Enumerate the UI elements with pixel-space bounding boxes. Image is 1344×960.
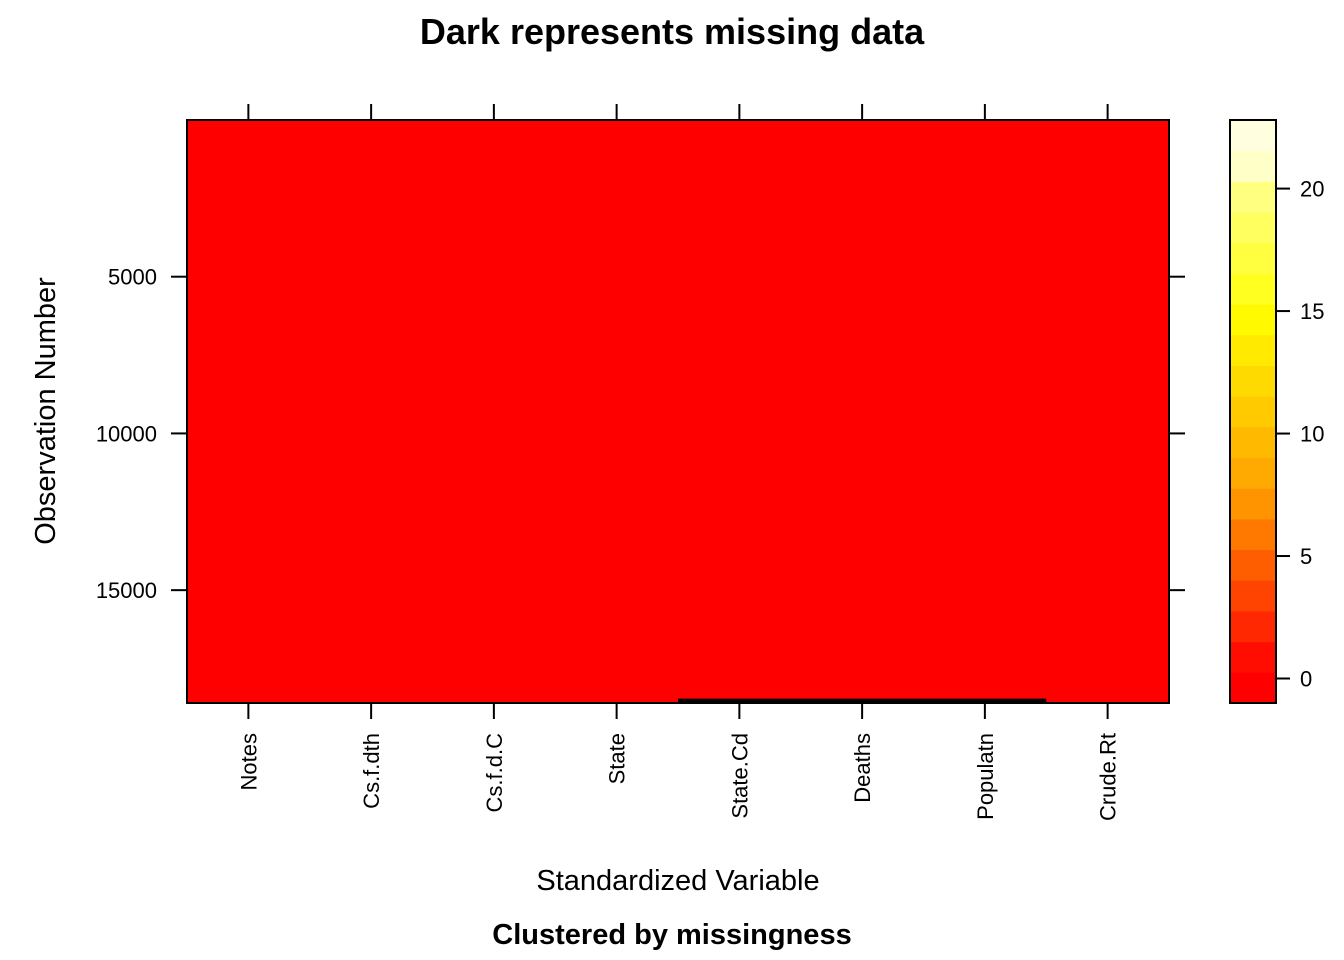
heatmap-column-populatn	[923, 120, 1047, 703]
colorbar-segment	[1230, 396, 1276, 428]
colorbar: 0 5 10 15 20	[1229, 119, 1324, 704]
colorbar-frame	[1229, 119, 1277, 704]
y-tick-label: 15000	[96, 578, 157, 603]
colorbar-segment	[1230, 120, 1276, 152]
colorbar-segment	[1230, 610, 1276, 643]
x-tick-label: Crude.Rt	[1096, 733, 1121, 821]
x-axis-label: Standardized Variable	[536, 865, 819, 897]
colorbar-segment	[1230, 518, 1276, 551]
x-tick-label: Cs.f.d.C	[482, 733, 507, 813]
x-tick-label: Populatn	[973, 733, 998, 820]
colorbar-tick-label: 15	[1300, 299, 1324, 324]
heatmap-column-cs-f-d-c	[432, 120, 556, 703]
y-axis-label: Observation Number	[30, 277, 62, 545]
chart-subtitle: Clustered by missingness	[492, 919, 851, 951]
colorbar-segment	[1230, 580, 1276, 612]
x-axis: Notes Cs.f.dth Cs.f.d.C State State.Cd Deaths…	[236, 104, 1121, 821]
colorbar-segment	[1230, 365, 1276, 397]
colorbar-segment	[1230, 641, 1276, 673]
colorbar-segment	[1230, 488, 1276, 520]
colorbar-segment	[1230, 242, 1276, 274]
colorbar-segment	[1230, 334, 1276, 366]
colorbar-segment	[1230, 457, 1276, 489]
colorbar-segment	[1230, 672, 1276, 704]
heatmap-column-state	[555, 120, 679, 703]
colorbar-segment	[1230, 150, 1276, 182]
colorbar-tick-label: 10	[1300, 422, 1324, 447]
colorbar-segment	[1230, 181, 1276, 213]
chart-title: Dark represents missing data	[420, 11, 925, 52]
heatmap-column-crude-rt	[1046, 120, 1170, 703]
colorbar-segment	[1230, 549, 1276, 581]
missing-data-block	[678, 698, 1047, 703]
heatmap-column-notes	[187, 120, 311, 703]
y-tick-label: 10000	[96, 421, 157, 446]
heatmap-column-state-cd	[678, 120, 802, 703]
heatmap-column-cs-f-dth	[309, 120, 433, 703]
colorbar-tick-label: 20	[1300, 177, 1324, 202]
plot-frame	[186, 119, 1170, 704]
colorbar-tick-label: 5	[1300, 544, 1312, 569]
x-tick-label: State	[605, 733, 630, 784]
heatmap-column-deaths	[800, 120, 924, 703]
colorbar-tick-label: 0	[1300, 667, 1312, 692]
y-axis: 5000 10000 15000	[96, 265, 1185, 603]
y-tick-label: 5000	[108, 265, 157, 290]
colorbar-segment	[1230, 304, 1276, 336]
x-tick-label: Deaths	[850, 733, 875, 803]
plot-area	[186, 119, 1170, 704]
x-tick-label: Cs.f.dth	[359, 733, 384, 809]
colorbar-segment	[1230, 273, 1276, 305]
x-tick-label: State.Cd	[727, 733, 752, 819]
colorbar-segment	[1230, 426, 1276, 459]
x-tick-label: Notes	[236, 733, 261, 790]
colorbar-segment	[1230, 212, 1276, 244]
